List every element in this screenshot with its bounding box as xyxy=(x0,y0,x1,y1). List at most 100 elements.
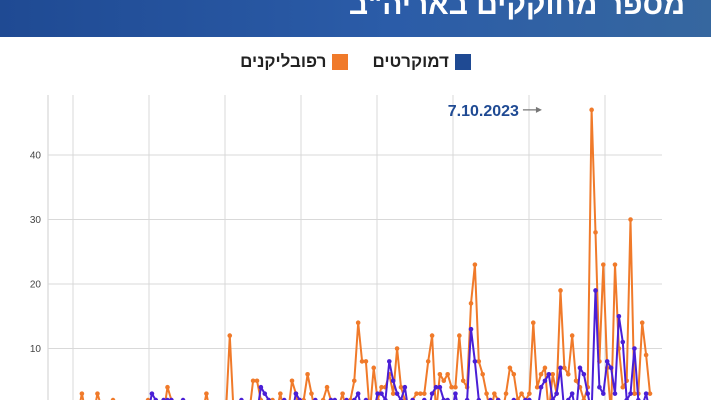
data-point-rep xyxy=(593,230,598,235)
data-point-dem xyxy=(398,397,404,400)
data-point-rep xyxy=(519,391,524,396)
data-point-dem xyxy=(468,326,474,332)
y-tick-label: 10 xyxy=(30,344,42,355)
data-point-rep xyxy=(620,384,626,390)
data-point-dem xyxy=(636,397,641,400)
data-point-dem xyxy=(495,397,501,400)
data-point-dem xyxy=(293,391,299,396)
data-point-rep xyxy=(95,391,100,396)
data-point-dem xyxy=(628,391,633,396)
data-point-dem xyxy=(180,397,186,400)
data-point-dem xyxy=(527,397,532,400)
data-point-rep xyxy=(515,397,520,400)
data-point-dem xyxy=(616,313,622,319)
data-point-rep xyxy=(437,372,443,377)
data-point-rep xyxy=(511,372,517,377)
legend-label-rep: רפובליקנים xyxy=(240,52,327,71)
data-point-dem xyxy=(433,384,439,390)
data-point-rep xyxy=(301,397,306,400)
data-point-dem xyxy=(379,391,384,396)
data-point-rep xyxy=(453,384,458,390)
data-point-rep xyxy=(379,384,384,390)
legend-swatch-rep xyxy=(332,54,349,70)
data-point-dem xyxy=(523,397,528,400)
legend-item-dem: דמוקרטים xyxy=(372,52,471,72)
data-point-dem xyxy=(394,391,400,396)
data-point-rep xyxy=(422,391,427,396)
data-point-rep xyxy=(398,384,404,390)
data-point-dem xyxy=(546,372,552,377)
data-point-dem xyxy=(383,397,388,400)
data-point-rep xyxy=(359,359,365,364)
data-point-dem xyxy=(441,397,447,400)
data-point-rep xyxy=(355,320,361,326)
data-point-dem xyxy=(585,391,591,396)
data-point-rep xyxy=(414,391,419,396)
data-point-rep xyxy=(250,378,256,384)
data-point-dem xyxy=(437,384,443,390)
data-point-dem xyxy=(643,391,649,396)
data-point-dem xyxy=(351,397,357,400)
data-point-rep xyxy=(503,391,509,396)
data-point-rep xyxy=(558,288,563,293)
data-point-dem xyxy=(558,365,563,371)
data-point-rep xyxy=(472,262,478,267)
data-point-rep xyxy=(484,391,489,396)
legend-item-rep: רפובליקנים xyxy=(240,52,349,72)
data-point-dem xyxy=(402,384,408,390)
data-point-rep xyxy=(79,391,85,396)
data-point-rep xyxy=(289,378,295,384)
data-point-dem xyxy=(608,365,614,371)
data-point-rep xyxy=(309,391,314,396)
data-point-dem xyxy=(472,359,478,364)
data-point-dem xyxy=(422,397,427,400)
data-point-rep xyxy=(480,372,485,377)
data-point-dem xyxy=(239,397,244,400)
data-point-dem xyxy=(624,397,629,400)
data-point-dem xyxy=(363,397,369,400)
data-point-rep xyxy=(351,378,357,384)
data-point-rep xyxy=(507,365,513,371)
data-point-rep xyxy=(457,333,462,338)
data-point-dem xyxy=(601,391,606,396)
data-point-rep xyxy=(639,320,645,326)
data-point-dem xyxy=(258,384,264,390)
data-point-dem xyxy=(612,391,618,396)
data-point-rep xyxy=(278,391,283,396)
series-line-rep xyxy=(79,108,651,400)
data-point-rep xyxy=(565,372,571,377)
data-point-rep xyxy=(468,301,474,306)
data-point-dem xyxy=(550,397,556,400)
data-point-dem xyxy=(577,365,583,371)
data-point-rep xyxy=(425,359,431,364)
data-point-rep xyxy=(390,391,396,396)
chart-legend: דמוקרטים רפובליקנים xyxy=(0,52,711,72)
data-point-dem xyxy=(332,397,338,400)
data-point-rep xyxy=(573,378,579,384)
data-point-dem xyxy=(169,397,174,400)
data-point-rep xyxy=(643,352,649,358)
data-point-rep xyxy=(145,397,151,400)
data-point-rep xyxy=(527,391,532,396)
data-point-rep xyxy=(632,391,637,396)
data-point-dem xyxy=(386,359,392,364)
data-point-dem xyxy=(511,397,517,400)
data-point-rep xyxy=(530,320,536,326)
data-point-dem xyxy=(569,391,575,396)
data-point-rep xyxy=(601,262,606,267)
data-point-dem xyxy=(632,346,637,351)
data-point-dem xyxy=(262,391,268,396)
data-point-dem xyxy=(266,397,271,400)
annotation-label: 7.10.2023 xyxy=(448,103,519,120)
data-point-rep xyxy=(340,391,345,396)
data-point-rep xyxy=(254,378,260,384)
data-point-rep xyxy=(589,107,594,113)
data-point-dem xyxy=(604,359,610,364)
data-point-rep xyxy=(204,391,209,396)
data-point-dem xyxy=(165,397,170,400)
page-title: מספר מחוקקים באריה"ב xyxy=(348,0,685,21)
data-point-rep xyxy=(538,372,544,377)
data-point-rep xyxy=(110,397,116,400)
data-point-dem xyxy=(153,397,159,400)
header-banner: מספר מחוקקים באריה"ב xyxy=(0,0,711,37)
